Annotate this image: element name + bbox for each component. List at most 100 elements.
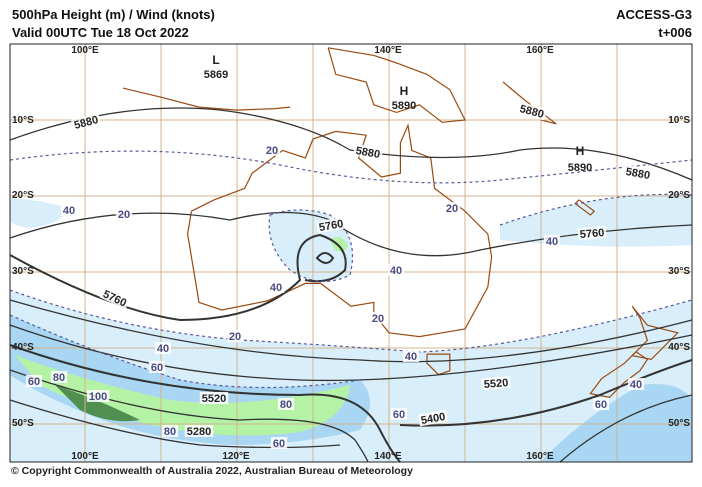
map-title: 500hPa Height (m) / Wind (knots) <box>12 7 215 22</box>
wind-label: 40 <box>63 205 75 217</box>
label-bg <box>516 101 548 121</box>
wind-label: 40 <box>630 379 642 391</box>
label-bg <box>270 437 288 449</box>
height-label: 5520 <box>483 377 508 391</box>
height-label-group: 5280 <box>184 425 214 438</box>
height-label-group: 5880 <box>622 164 654 182</box>
contour <box>9 344 401 463</box>
label-bg <box>627 378 645 390</box>
label-bg <box>267 281 285 293</box>
wind-label-group: 40 <box>543 235 561 248</box>
height-label-group: 5520 <box>199 392 229 405</box>
wind-label: 20 <box>118 209 130 221</box>
isotach <box>9 314 361 389</box>
wind-label-group: 60 <box>270 437 288 450</box>
wind-contours <box>9 150 693 389</box>
height-label: 5520 <box>202 393 226 405</box>
wind-label: 60 <box>393 409 405 421</box>
lon-label: 160°E <box>526 451 554 462</box>
nz-north <box>630 305 679 361</box>
label-bg <box>481 375 511 391</box>
coastlines <box>122 47 679 399</box>
label-bg <box>390 408 408 420</box>
lat-label: 10°S <box>12 115 34 126</box>
lon-label: 120°E <box>222 451 250 462</box>
wind-label-group: 80 <box>50 371 68 384</box>
height-label-group: 5400 <box>417 409 449 427</box>
wind-area <box>500 194 692 247</box>
wind-label: 40 <box>270 282 282 294</box>
wind-label-group: 60 <box>390 408 408 421</box>
wind-label: 60 <box>595 399 607 411</box>
lesser-sunda <box>122 87 291 111</box>
nz-south <box>589 351 649 399</box>
valid-time: Valid 00UTC Tue 18 Oct 2022 <box>12 25 189 40</box>
label-bg <box>402 350 420 362</box>
label-bg <box>70 112 102 132</box>
lat-label: 40°S <box>12 342 34 353</box>
wind-label: 100 <box>89 391 107 403</box>
wind-label: 40 <box>390 265 402 277</box>
australia <box>186 123 493 338</box>
wind-label-group: 60 <box>25 375 43 388</box>
contour <box>9 324 693 382</box>
lat-label: 30°S <box>12 266 34 277</box>
label-bg <box>99 286 131 310</box>
wind-area <box>15 355 350 436</box>
contour <box>399 359 693 427</box>
label-bg <box>592 398 610 410</box>
label-bg <box>417 409 449 427</box>
wind-area <box>330 236 348 252</box>
wind-label: 40 <box>157 343 169 355</box>
wind-label-group: 60 <box>592 398 610 411</box>
lat-label: 50°S <box>668 418 690 429</box>
labels: 100°E 140°E 160°E 100°E 120°E 140°E 160°E 10°S 1… <box>12 45 690 462</box>
lat-label: 40°S <box>668 342 690 353</box>
wind-label-group: 40 <box>402 350 420 363</box>
height-label: 5760 <box>579 227 604 241</box>
lon-label: 140°E <box>374 451 402 462</box>
new-caledonia <box>574 199 596 216</box>
contour <box>9 399 341 449</box>
contour <box>9 233 347 322</box>
label-bg <box>154 342 172 354</box>
wind-label: 80 <box>53 372 65 384</box>
label-bg <box>60 204 78 216</box>
wind-label: 40 <box>405 351 417 363</box>
label-bg <box>25 375 43 387</box>
label-bg <box>226 330 244 342</box>
wind-label-group: 40 <box>154 342 172 355</box>
wind-label: 20 <box>446 203 458 215</box>
map-frame <box>9 43 693 463</box>
lon-label: 100°E <box>71 451 99 462</box>
centre-symbol: H <box>576 144 585 158</box>
height-label-group: 5520 <box>481 375 511 391</box>
isotach <box>9 289 693 353</box>
isotach <box>499 193 693 226</box>
contour <box>9 107 693 181</box>
lon-label: 160°E <box>526 45 554 56</box>
centre-value: 5869 <box>204 69 228 81</box>
label-bg <box>352 143 384 161</box>
label-bg <box>443 202 461 214</box>
contour <box>9 299 693 363</box>
wind-label-group: 20 <box>115 208 133 221</box>
centre-symbol: H <box>400 84 409 98</box>
label-bg <box>369 312 387 324</box>
label-bg <box>263 144 281 156</box>
height-label-group: 5760 <box>315 216 347 234</box>
height-label: 5880 <box>625 166 651 182</box>
centre-value: 5890 <box>568 162 592 174</box>
copyright: © Copyright Commonwealth of Australia 20… <box>11 465 413 477</box>
label-bg <box>543 235 561 247</box>
lat-label: 20°S <box>668 190 690 201</box>
wind-label-group: 40 <box>60 204 78 217</box>
label-bg <box>622 164 654 182</box>
height-label: 5760 <box>318 218 344 234</box>
wind-label-group: 20 <box>369 312 387 325</box>
label-bg <box>199 392 229 404</box>
label-bg <box>184 425 214 437</box>
label-bg <box>387 264 405 276</box>
lon-label: 100°E <box>71 45 99 56</box>
